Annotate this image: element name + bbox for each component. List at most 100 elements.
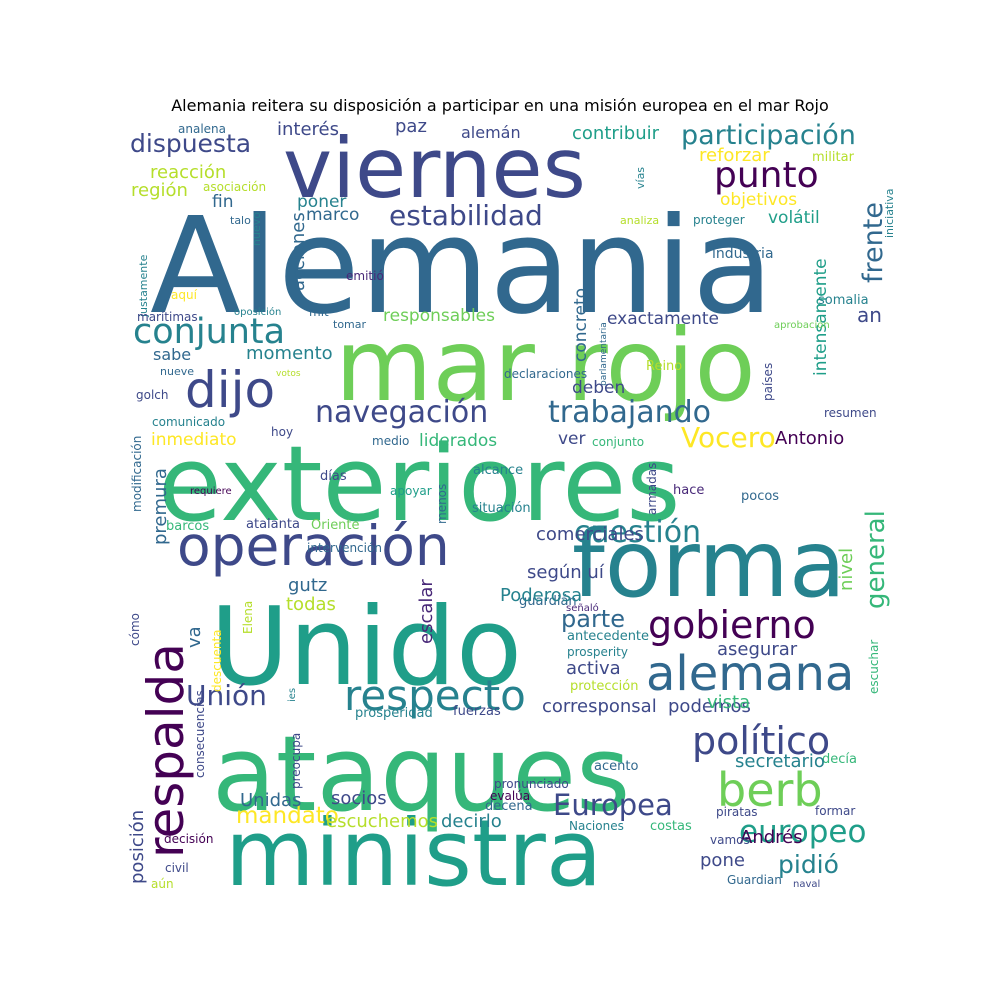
word-parlamentaria: parlamentaria xyxy=(599,322,609,386)
word-pidio: pidió xyxy=(778,850,839,879)
word-alcance: alcance xyxy=(473,463,523,478)
word-analena: analena xyxy=(178,122,226,136)
word-elena: Elena xyxy=(241,601,255,634)
word-militar: militar xyxy=(812,150,855,165)
word-reino: Reino xyxy=(646,359,682,374)
word-an: an xyxy=(857,303,882,327)
word-decena: decena xyxy=(485,799,533,814)
word-paises: países xyxy=(761,363,775,401)
word-costas: costas xyxy=(650,819,692,834)
word-oposicion: oposición xyxy=(234,306,281,318)
word-participacion: participación xyxy=(681,120,856,151)
word-forma: forma xyxy=(572,510,846,618)
word-poner: poner xyxy=(297,192,346,212)
word-intervencion: intervención xyxy=(307,541,382,555)
word-gobierno: gobierno xyxy=(648,603,816,647)
word-hace: hace xyxy=(673,483,704,498)
word-pone: pone xyxy=(700,850,745,871)
word-region: región xyxy=(131,180,188,201)
word-mit: mit xyxy=(309,305,329,319)
word-trabajando: trabajando xyxy=(548,395,711,430)
word-preocupa: preocupa xyxy=(289,733,303,789)
word-aqui: aquí xyxy=(171,288,198,302)
word-socios: socios xyxy=(331,788,387,809)
word-formar: formar xyxy=(815,804,855,818)
word-maritimas: marítimas xyxy=(137,310,198,324)
word-escuchar: escuchar xyxy=(867,640,881,694)
word-iniciativa: iniciativa xyxy=(883,188,896,238)
word-ies: ies xyxy=(287,688,298,702)
word-mandato: mandato xyxy=(236,803,339,829)
word-unido: Unido xyxy=(210,585,522,710)
word-escalar: escalar xyxy=(416,579,437,644)
word-escuchemos: escuchemos xyxy=(326,811,438,832)
word-berb: berb xyxy=(717,763,823,817)
word-exteriores: exteriores xyxy=(158,423,680,545)
word-reaccion: reacción xyxy=(150,162,226,183)
word-oriente: Oriente xyxy=(311,518,360,533)
word-prosperidad: prosperidad xyxy=(355,706,433,721)
word-momento: momento xyxy=(246,343,333,364)
word-ministra: ministra xyxy=(225,800,602,907)
word-decia: decía xyxy=(822,752,857,767)
word-como: cómo xyxy=(128,613,142,646)
word-concreto: concreto xyxy=(571,288,591,362)
word-conjunto: conjunto xyxy=(592,435,644,449)
word-somalia: somalia xyxy=(818,293,869,308)
word-vista: vista xyxy=(707,692,750,713)
word-vocero: Vocero xyxy=(681,421,776,454)
word-talo: talo xyxy=(230,214,251,227)
word-apoyar: apoyar xyxy=(390,484,432,498)
word-dias: días xyxy=(320,469,347,484)
word-fuerzas: fuerzas xyxy=(453,704,501,719)
word-andres: Andrés xyxy=(740,827,803,848)
word-sabe: sabe xyxy=(153,345,191,364)
word-analiza: analiza xyxy=(620,214,659,227)
word-respecto: respecto xyxy=(344,671,526,720)
word-union: Unión xyxy=(186,679,267,712)
word-responsables: responsables xyxy=(383,306,495,326)
word-europea: Europea xyxy=(553,788,673,822)
word-reforzar: reforzar xyxy=(699,145,770,166)
word-estabilidad: estabilidad xyxy=(389,199,543,232)
word-inmediato: inmediato xyxy=(151,430,237,450)
word-industria: industria xyxy=(712,246,774,262)
word-activa: activa xyxy=(566,658,621,679)
word-atalanta: atalanta xyxy=(246,517,300,532)
word-antecedente: antecedente xyxy=(567,629,649,644)
word-exactamente: exactamente xyxy=(607,309,719,329)
word-dijo: dijo xyxy=(185,361,275,419)
word-declaraciones: declaraciones xyxy=(504,367,587,381)
word-prosperity: prosperity xyxy=(567,645,628,659)
word-comunicado: comunicado xyxy=(152,415,225,429)
word-punto: punto xyxy=(714,155,819,196)
word-modificacion: modificación xyxy=(130,436,144,512)
word-corresponsal: corresponsal xyxy=(542,696,657,717)
word-navegacion: navegación xyxy=(315,395,488,430)
word-votos: votos xyxy=(276,369,301,379)
word-comerciales: comerciales xyxy=(536,524,644,545)
word-dispuesta: dispuesta xyxy=(130,129,251,158)
word-proteger: proteger xyxy=(693,213,745,227)
word-pocos: pocos xyxy=(741,489,779,504)
word-asegurar: asegurar xyxy=(717,639,798,660)
word-cuestion: cuestión xyxy=(574,515,701,550)
word-hoy: hoy xyxy=(271,425,293,439)
word-vamos: vamos xyxy=(710,833,750,847)
word-decirlo: decirlo xyxy=(441,811,502,832)
word-ataques: ataques xyxy=(212,713,630,835)
word-acciones: acciones xyxy=(288,212,309,291)
word-paz: paz xyxy=(395,116,427,137)
word-interes: interés xyxy=(277,119,339,140)
word-deben: deben xyxy=(572,378,625,398)
word-respalda: respalda xyxy=(137,643,195,858)
word-guardian: Guardian xyxy=(727,873,782,887)
word-posicion: posición xyxy=(127,810,148,884)
word-alemania: Alemania xyxy=(150,190,774,344)
chart-title: Alemania reitera su disposición a partic… xyxy=(171,96,829,115)
word-todas: todas xyxy=(286,594,336,615)
word-mar-rojo: mar rojo xyxy=(335,307,756,424)
word-armadas: armadas xyxy=(645,463,659,515)
word-golch: golch xyxy=(136,388,169,402)
